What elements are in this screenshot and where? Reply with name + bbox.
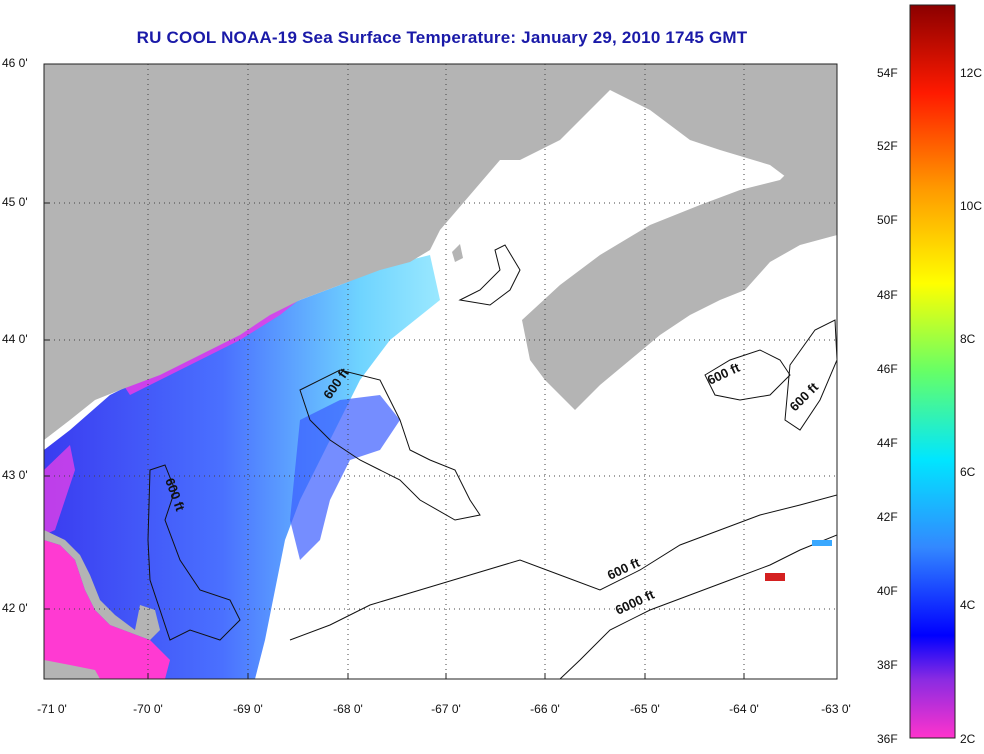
colorbar-gradient bbox=[909, 4, 956, 739]
lon-tick-label: -71 0' bbox=[37, 702, 67, 716]
land-south-shore bbox=[44, 660, 100, 679]
lon-tick-label: -66 0' bbox=[530, 702, 560, 716]
lat-tick-label: 42 0' bbox=[2, 601, 28, 615]
colorbar-f-label: 50F bbox=[877, 213, 898, 227]
lat-tick-label: 46 0' bbox=[2, 56, 28, 70]
contour-600ft-north bbox=[458, 244, 521, 306]
colorbar-f-label: 40F bbox=[877, 584, 898, 598]
colorbar-f-label: 44F bbox=[877, 436, 898, 450]
land-cape-cod bbox=[44, 530, 160, 640]
sst-patch-east bbox=[812, 540, 832, 546]
colorbar-c-label: 6C bbox=[960, 465, 976, 479]
colorbar-f-label: 38F bbox=[877, 658, 898, 672]
colorbar-c-label: 10C bbox=[960, 199, 983, 213]
colorbar-c-label: 2C bbox=[960, 732, 976, 746]
land-nova-scotia bbox=[522, 150, 837, 410]
map-title: RU COOL NOAA-19 Sea Surface Temperature:… bbox=[136, 28, 748, 47]
colorbar-f-label: 52F bbox=[877, 139, 898, 153]
lat-tick-label: 43 0' bbox=[2, 468, 28, 482]
sst-warm-patch bbox=[765, 573, 785, 581]
colorbar-f-label: 48F bbox=[877, 288, 898, 302]
lon-tick-label: -64 0' bbox=[729, 702, 759, 716]
lon-tick-label: -67 0' bbox=[431, 702, 461, 716]
map-ticks bbox=[44, 63, 745, 679]
colorbar-c-label: 4C bbox=[960, 598, 976, 612]
colorbar-c-label: 12C bbox=[960, 66, 983, 80]
contour-600ft-scotian-2 bbox=[784, 319, 837, 431]
lat-tick-label: 44 0' bbox=[2, 332, 28, 346]
lon-tick-label: -65 0' bbox=[630, 702, 660, 716]
colorbar-f-label: 42F bbox=[877, 510, 898, 524]
sst-field bbox=[44, 255, 440, 679]
lat-tick-label: 45 0' bbox=[2, 195, 28, 209]
colorbar-c-label: 8C bbox=[960, 332, 976, 346]
colorbar-f-label: 46F bbox=[877, 362, 898, 376]
contour-600ft-gulf bbox=[147, 464, 241, 641]
contour-600ft-scotian-1 bbox=[704, 349, 791, 401]
sst-coastal-cold bbox=[44, 540, 170, 679]
sst-speckle-field bbox=[290, 395, 400, 560]
contour-600ft-jordan bbox=[299, 369, 481, 521]
sst-coastal-cold-west bbox=[44, 445, 75, 535]
lon-tick-label: -63 0' bbox=[821, 702, 851, 716]
colorbar-f-label: 54F bbox=[877, 66, 898, 80]
lon-tick-label: -68 0' bbox=[333, 702, 363, 716]
map-frame bbox=[43, 63, 838, 680]
bathymetry-contours bbox=[147, 244, 837, 679]
lon-tick-label: -70 0' bbox=[133, 702, 163, 716]
lon-tick-label: -69 0' bbox=[233, 702, 263, 716]
land-grand-manan bbox=[452, 244, 463, 262]
colorbar-f-label: 36F bbox=[877, 732, 898, 746]
contour-6000ft bbox=[559, 534, 837, 679]
graticule bbox=[44, 64, 837, 679]
contour-600ft-shelf bbox=[289, 494, 837, 641]
land-mainland bbox=[44, 64, 837, 440]
